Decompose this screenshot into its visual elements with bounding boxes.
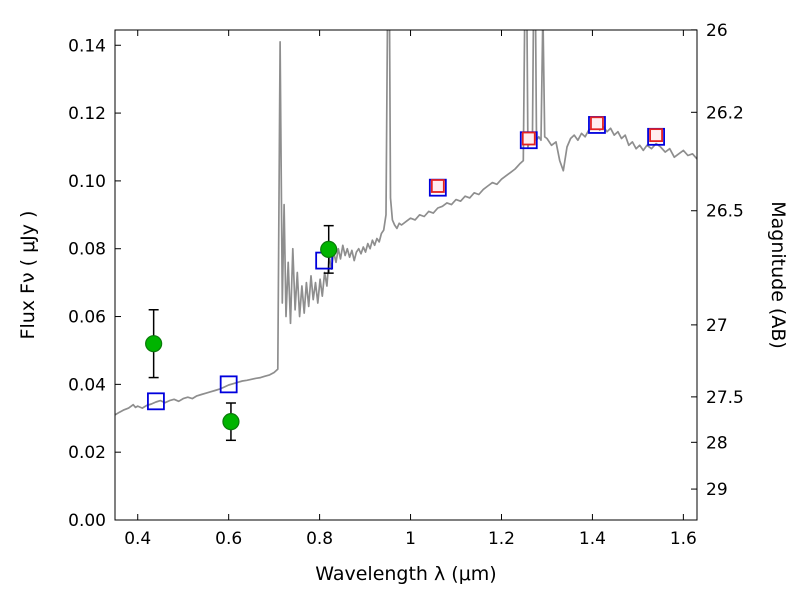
red-square-marker <box>649 128 663 143</box>
green-circle-marker <box>320 240 338 258</box>
y-tick-mag-label: 26.2 <box>706 103 744 123</box>
y-tick-flux-label: 0.06 <box>68 308 106 328</box>
series-layer <box>115 30 697 416</box>
red-square-marker <box>521 131 536 146</box>
x-tick-label: 1.4 <box>579 529 606 549</box>
x-tick-label: 0.6 <box>215 529 242 549</box>
y-tick-mag-label: 27.5 <box>706 388 744 408</box>
x-tick-label: 1.2 <box>488 529 515 549</box>
y-tick-flux-label: 0.14 <box>68 36 106 56</box>
y-tick-flux-label: 0.10 <box>68 172 106 192</box>
x-tick-label: 1 <box>405 529 416 549</box>
x-tick-label: 0.4 <box>124 529 151 549</box>
y-tick-mag-label: 26.5 <box>706 202 744 222</box>
green-circle-marker <box>145 335 163 353</box>
axes-layer: 0.4 0.6 0.8 1 1.2 1.4 1.6 0.00 0.02 0.04 0.06 0.08 0… <box>68 21 744 549</box>
x-tick-label: 0.8 <box>306 529 333 549</box>
y-tick-mag-label: 28 <box>706 433 728 453</box>
green-circle-marker <box>222 413 240 431</box>
x-axis-label: Wavelength λ (μm) <box>315 563 496 585</box>
spectrum-line <box>115 30 697 416</box>
y-tick-mag-label: 26 <box>706 21 728 41</box>
y-axis-label-left: Flux Fν ( μJy ) <box>17 211 39 340</box>
y-tick-flux-label: 0.00 <box>68 511 106 531</box>
blue-square-marker <box>147 392 165 411</box>
y-tick-flux-label: 0.12 <box>68 104 106 124</box>
y-tick-flux-label: 0.04 <box>68 375 106 395</box>
red-square-marker <box>430 179 445 193</box>
markers-layer <box>145 116 665 442</box>
plot-frame <box>114 29 698 521</box>
x-tick-label: 1.6 <box>670 529 697 549</box>
y-tick-mag-label: 27 <box>706 316 728 336</box>
blue-square-marker <box>219 375 238 394</box>
y-axis-label-right: Magnitude (AB) <box>767 201 789 349</box>
y-tick-flux-label: 0.08 <box>68 240 106 260</box>
y-tick-mag-label: 29 <box>706 480 728 500</box>
y-tick-flux-label: 0.02 <box>68 443 106 463</box>
red-square-marker <box>590 116 604 131</box>
